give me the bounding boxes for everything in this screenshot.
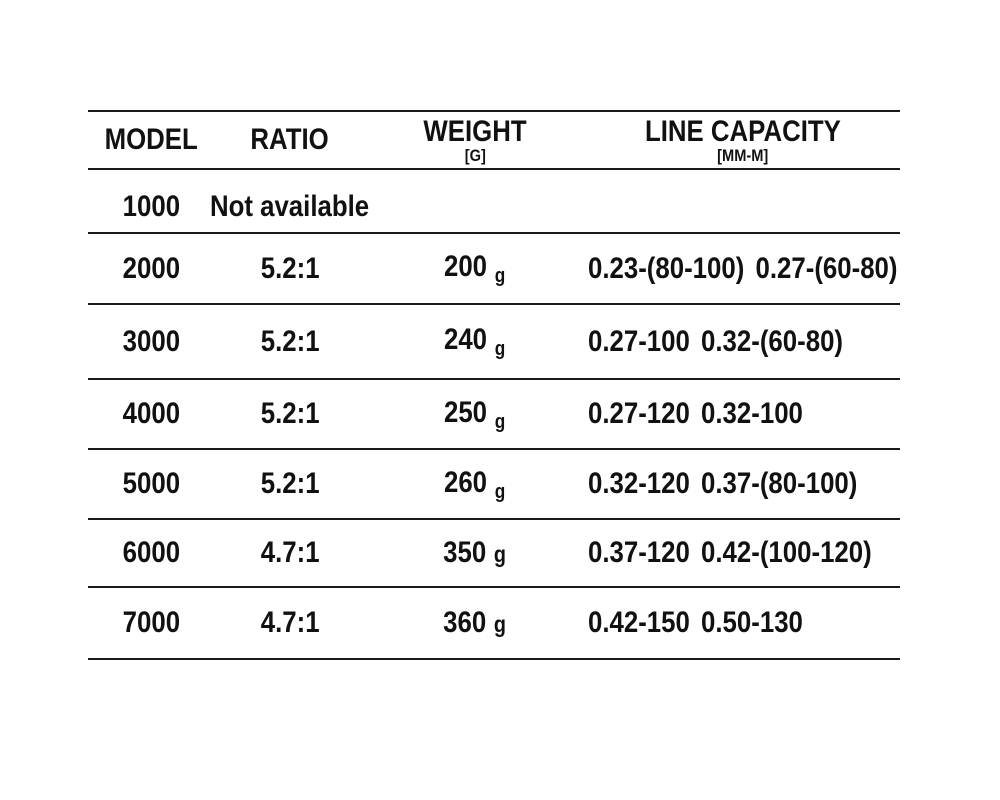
weight-unit: g: [494, 610, 507, 637]
weight-unit: g: [495, 265, 506, 287]
cell-model: 1000: [88, 170, 215, 232]
capacity-value-2: 0.42-(100-120): [701, 536, 872, 569]
header-model: MODEL: [88, 112, 215, 168]
cell-model: 4000: [88, 380, 215, 448]
model-value: 1000: [122, 190, 181, 223]
cell-weight: 200 g: [365, 234, 585, 303]
cell-ratio: 4.7:1: [215, 588, 365, 658]
weight-value: 360: [443, 605, 487, 639]
table-row-6000: 6000 4.7:1 350 g 0.37-120 0.42-(100-120): [88, 520, 900, 588]
weight-value: 260: [444, 465, 488, 499]
cell-line-capacity: 0.32-120 0.37-(80-100): [585, 450, 900, 518]
weight-value: 350: [443, 535, 487, 569]
header-line-capacity: LINE CAPACITY [MM-M]: [585, 112, 900, 168]
header-ratio-label: RATIO: [250, 123, 330, 156]
model-value: 4000: [122, 397, 181, 430]
header-ratio: RATIO: [215, 112, 365, 168]
cell-weight: [365, 170, 585, 232]
cell-ratio: Not available: [210, 170, 369, 232]
cell-model: 7000: [88, 588, 215, 658]
cell-model: 6000: [88, 520, 215, 586]
table-header-row: MODEL RATIO WEIGHT [G] LINE CAPACITY [MM…: [88, 112, 900, 170]
cell-ratio: 5.2:1: [215, 380, 365, 448]
model-value: 2000: [122, 251, 181, 285]
ratio-value: 4.7:1: [260, 606, 320, 639]
cell-model: 5000: [88, 450, 215, 518]
spec-table: MODEL RATIO WEIGHT [G] LINE CAPACITY [MM…: [88, 110, 900, 660]
cell-ratio: 5.2:1: [215, 305, 365, 378]
model-value: 5000: [122, 467, 181, 500]
weight-unit: g: [494, 540, 507, 567]
model-value: 3000: [122, 324, 181, 358]
weight-value: 250: [444, 395, 488, 429]
capacity-value-1: 0.42-150: [588, 606, 690, 639]
header-model-label: MODEL: [104, 123, 199, 156]
cell-model: 2000: [88, 234, 215, 303]
table-row-7000: 7000 4.7:1 360 g 0.42-150 0.50-130: [88, 588, 900, 660]
capacity-value-2: 0.32-100: [701, 397, 803, 430]
table-row-2000: 2000 5.2:1 200 g 0.23-(80-100) 0.27-(60-80…: [88, 234, 900, 305]
cell-line-capacity: 0.42-150 0.50-130: [585, 588, 900, 658]
capacity-value-1: 0.32-120: [588, 467, 690, 500]
capacity-value-1: 0.27-120: [588, 397, 690, 430]
cell-weight: 260 g: [365, 450, 585, 518]
cell-model: 3000: [88, 305, 215, 378]
model-value: 7000: [122, 606, 181, 639]
capacity-value-2: 0.37-(80-100): [701, 467, 858, 500]
weight-value: 240: [444, 323, 488, 356]
ratio-value: 5.2:1: [260, 324, 320, 358]
header-weight-label: WEIGHT: [423, 114, 527, 148]
cell-weight: 350 g: [365, 520, 585, 586]
capacity-value-1: 0.37-120: [588, 536, 690, 569]
capacity-value-1: 0.27-100: [588, 324, 690, 358]
header-weight: WEIGHT [G]: [365, 112, 585, 168]
cell-line-capacity: 0.27-100 0.32-(60-80): [585, 305, 900, 378]
table-row-3000: 3000 5.2:1 240 g 0.27-100 0.32-(60-80): [88, 305, 900, 380]
cell-ratio: 4.7:1: [215, 520, 365, 586]
capacity-value-2: 0.32-(60-80): [701, 324, 844, 358]
cell-line-capacity: 0.23-(80-100) 0.27-(60-80): [585, 234, 900, 303]
cell-ratio: 5.2:1: [215, 450, 365, 518]
capacity-value-2: 0.50-130: [701, 606, 803, 639]
cell-line-capacity: 0.27-120 0.32-100: [585, 380, 900, 448]
table-row-1000: 1000 Not available: [88, 170, 900, 234]
weight-unit: g: [495, 480, 506, 503]
header-weight-unit: [G]: [464, 145, 486, 165]
cell-line-capacity: [585, 170, 900, 232]
model-value: 6000: [122, 536, 181, 569]
cell-weight: 360 g: [365, 588, 585, 658]
ratio-value: 5.2:1: [260, 467, 320, 500]
header-line-capacity-unit: [MM-M]: [716, 145, 769, 165]
capacity-value-1: 0.23-(80-100): [588, 251, 745, 285]
weight-unit: g: [495, 338, 506, 360]
ratio-value: Not available: [210, 190, 370, 223]
table-row-4000: 4000 5.2:1 250 g 0.27-120 0.32-100: [88, 380, 900, 450]
header-line-capacity-label: LINE CAPACITY: [644, 114, 841, 148]
ratio-value: 5.2:1: [260, 251, 320, 285]
table-row-5000: 5000 5.2:1 260 g 0.32-120 0.37-(80-100): [88, 450, 900, 520]
cell-ratio: 5.2:1: [215, 234, 365, 303]
cell-weight: 240 g: [365, 305, 585, 378]
capacity-value-2: 0.27-(60-80): [755, 251, 898, 285]
cell-line-capacity: 0.37-120 0.42-(100-120): [585, 520, 900, 586]
ratio-value: 4.7:1: [260, 536, 320, 569]
ratio-value: 5.2:1: [260, 397, 320, 430]
weight-unit: g: [495, 410, 506, 433]
weight-value: 200: [444, 250, 488, 283]
cell-weight: 250 g: [365, 380, 585, 448]
